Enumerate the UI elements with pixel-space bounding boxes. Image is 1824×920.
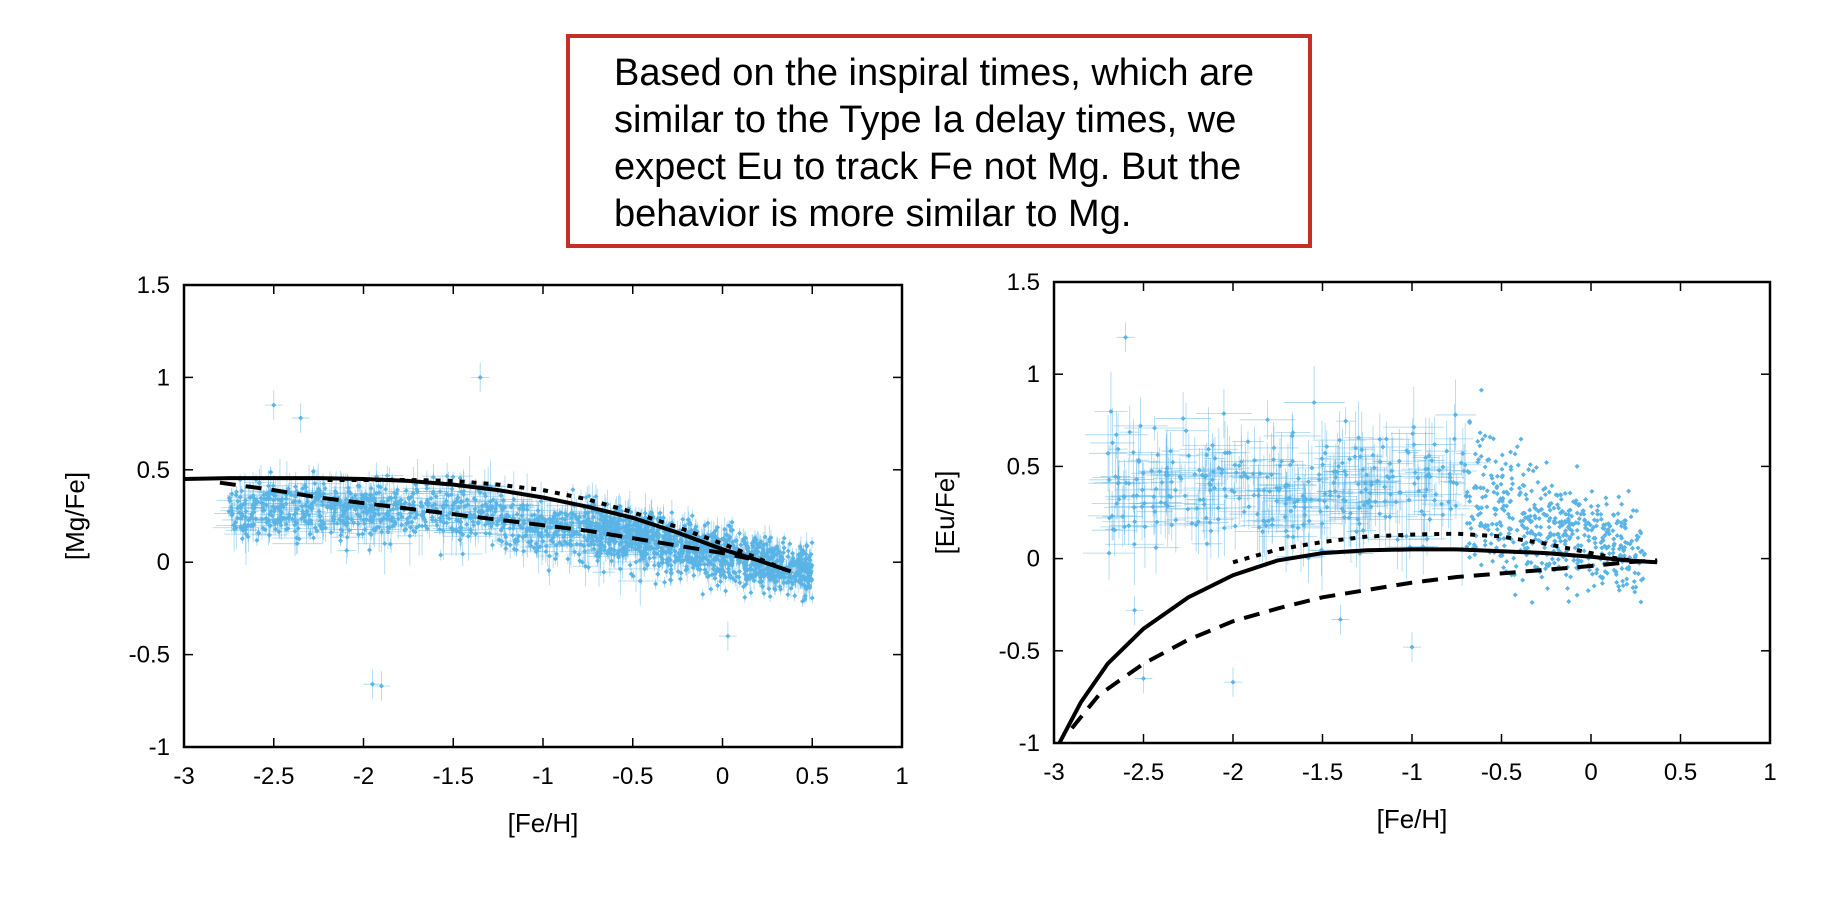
callout-box: Based on the inspiral times, which are s… [566, 34, 1312, 248]
point-marker [617, 566, 623, 572]
point-marker [677, 576, 683, 582]
point-marker [809, 595, 815, 601]
data-point [767, 590, 773, 603]
point-marker [736, 530, 742, 536]
data-point [689, 510, 695, 522]
point-marker [767, 594, 773, 600]
point-marker [471, 522, 477, 528]
point-marker [689, 513, 695, 519]
data-point [809, 592, 815, 604]
point-marker [691, 572, 697, 578]
callout-text: Based on the inspiral times, which are s… [614, 52, 1254, 235]
data-point [736, 527, 742, 539]
data-point [691, 569, 697, 582]
data-point [677, 573, 683, 585]
point-marker [533, 541, 539, 547]
